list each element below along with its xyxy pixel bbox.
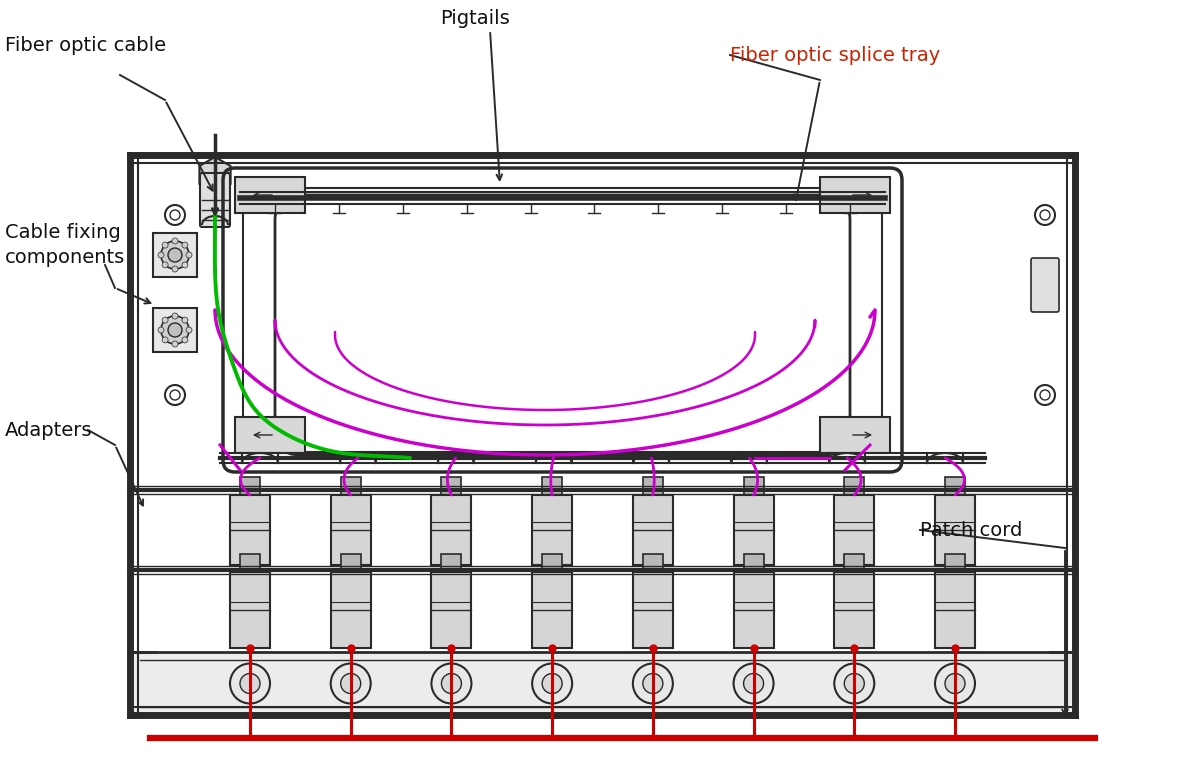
FancyBboxPatch shape <box>542 554 562 572</box>
Circle shape <box>172 313 178 319</box>
FancyBboxPatch shape <box>643 554 662 572</box>
FancyBboxPatch shape <box>632 495 673 565</box>
Circle shape <box>542 674 562 693</box>
FancyBboxPatch shape <box>432 495 472 565</box>
FancyBboxPatch shape <box>240 554 260 572</box>
FancyBboxPatch shape <box>154 308 197 352</box>
Circle shape <box>168 323 182 337</box>
Circle shape <box>182 337 188 343</box>
FancyBboxPatch shape <box>820 417 890 453</box>
Circle shape <box>341 674 361 693</box>
FancyBboxPatch shape <box>935 572 974 648</box>
Circle shape <box>432 664 472 703</box>
FancyBboxPatch shape <box>834 572 875 648</box>
FancyBboxPatch shape <box>130 652 1075 715</box>
FancyBboxPatch shape <box>834 495 875 565</box>
FancyBboxPatch shape <box>230 495 270 565</box>
Circle shape <box>240 674 260 693</box>
FancyBboxPatch shape <box>235 177 305 213</box>
FancyBboxPatch shape <box>331 572 371 648</box>
FancyBboxPatch shape <box>230 572 270 648</box>
Circle shape <box>162 262 168 268</box>
Text: Cable fixing
components: Cable fixing components <box>5 223 125 267</box>
Circle shape <box>834 664 875 703</box>
FancyBboxPatch shape <box>744 554 763 572</box>
FancyBboxPatch shape <box>532 572 572 648</box>
Circle shape <box>182 242 188 248</box>
Circle shape <box>158 252 164 258</box>
FancyBboxPatch shape <box>733 572 774 648</box>
Text: Patch cord: Patch cord <box>920 520 1022 539</box>
Circle shape <box>168 248 182 262</box>
Circle shape <box>161 241 190 269</box>
Circle shape <box>172 341 178 347</box>
FancyBboxPatch shape <box>935 495 974 565</box>
Text: Adapters: Adapters <box>5 421 92 440</box>
Polygon shape <box>199 157 230 193</box>
Circle shape <box>331 664 371 703</box>
Circle shape <box>632 664 673 703</box>
Circle shape <box>186 327 192 333</box>
FancyBboxPatch shape <box>744 477 763 495</box>
FancyBboxPatch shape <box>154 233 197 277</box>
FancyBboxPatch shape <box>733 495 774 565</box>
FancyBboxPatch shape <box>845 477 864 495</box>
FancyBboxPatch shape <box>1031 258 1058 312</box>
FancyBboxPatch shape <box>944 554 965 572</box>
FancyBboxPatch shape <box>442 554 462 572</box>
Circle shape <box>733 664 774 703</box>
FancyBboxPatch shape <box>341 477 361 495</box>
FancyBboxPatch shape <box>442 477 462 495</box>
FancyBboxPatch shape <box>944 477 965 495</box>
FancyBboxPatch shape <box>632 572 673 648</box>
Text: Pigtails: Pigtails <box>440 8 510 27</box>
FancyBboxPatch shape <box>200 173 230 227</box>
Text: Fiber optic cable: Fiber optic cable <box>5 36 166 55</box>
FancyBboxPatch shape <box>542 477 562 495</box>
FancyBboxPatch shape <box>235 417 305 453</box>
Circle shape <box>944 674 965 693</box>
FancyBboxPatch shape <box>432 572 472 648</box>
Circle shape <box>162 337 168 343</box>
Circle shape <box>158 327 164 333</box>
Circle shape <box>172 238 178 244</box>
Circle shape <box>172 266 178 272</box>
Circle shape <box>162 242 168 248</box>
FancyBboxPatch shape <box>341 554 361 572</box>
Circle shape <box>182 317 188 323</box>
Circle shape <box>442 674 462 693</box>
Circle shape <box>186 252 192 258</box>
Circle shape <box>845 674 864 693</box>
FancyBboxPatch shape <box>240 477 260 495</box>
FancyBboxPatch shape <box>845 554 864 572</box>
Circle shape <box>935 664 974 703</box>
Circle shape <box>643 674 662 693</box>
FancyBboxPatch shape <box>643 477 662 495</box>
Circle shape <box>230 664 270 703</box>
FancyBboxPatch shape <box>331 495 371 565</box>
Circle shape <box>532 664 572 703</box>
Circle shape <box>162 317 168 323</box>
Text: Fiber optic splice tray: Fiber optic splice tray <box>730 46 941 65</box>
FancyBboxPatch shape <box>532 495 572 565</box>
Circle shape <box>182 262 188 268</box>
FancyBboxPatch shape <box>820 177 890 213</box>
Circle shape <box>744 674 763 693</box>
Circle shape <box>161 316 190 344</box>
